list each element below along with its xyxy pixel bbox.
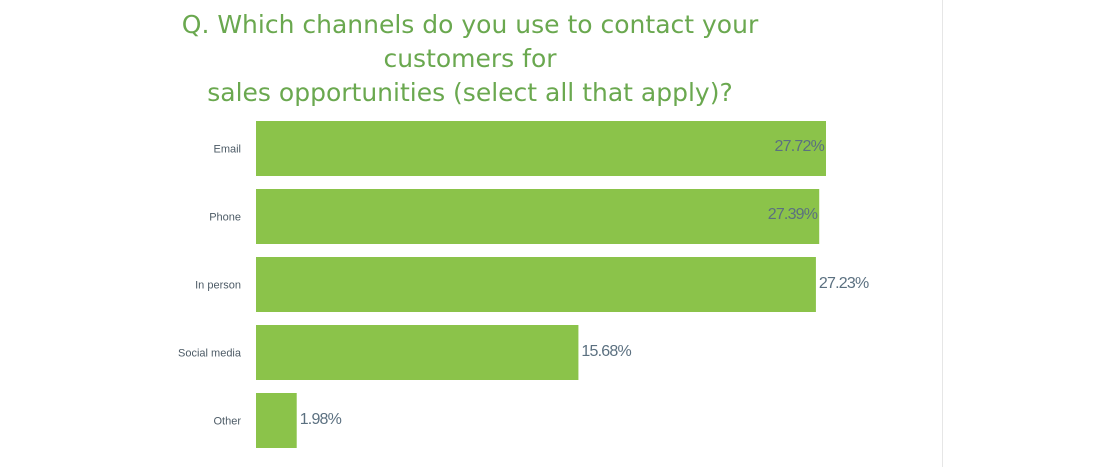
chart-title-line-2: sales opportunities (select all that app… bbox=[207, 78, 733, 107]
chart-title: Q. Which channels do you use to contact … bbox=[140, 8, 800, 110]
bar-social-media bbox=[256, 325, 579, 380]
value-label-in-person: 27.23% bbox=[819, 275, 869, 292]
value-label-email: 27.72% bbox=[775, 138, 825, 155]
value-label-social-media: 15.68% bbox=[581, 343, 631, 360]
category-label-email: Email bbox=[213, 144, 241, 156]
category-label-in-person: In person bbox=[195, 280, 241, 292]
category-label-other: Other bbox=[213, 416, 241, 428]
bar-phone bbox=[256, 189, 820, 244]
chart-title-line-1: Q. Which channels do you use to contact … bbox=[181, 10, 759, 73]
bar-in-person bbox=[256, 257, 816, 312]
value-label-phone: 27.39% bbox=[768, 206, 818, 223]
panel-divider bbox=[942, 0, 943, 467]
category-label-phone: Phone bbox=[209, 212, 241, 224]
value-label-other: 1.98% bbox=[300, 411, 342, 428]
bar-email bbox=[256, 121, 826, 176]
category-label-social-media: Social media bbox=[178, 348, 242, 360]
bar-other bbox=[256, 393, 297, 448]
